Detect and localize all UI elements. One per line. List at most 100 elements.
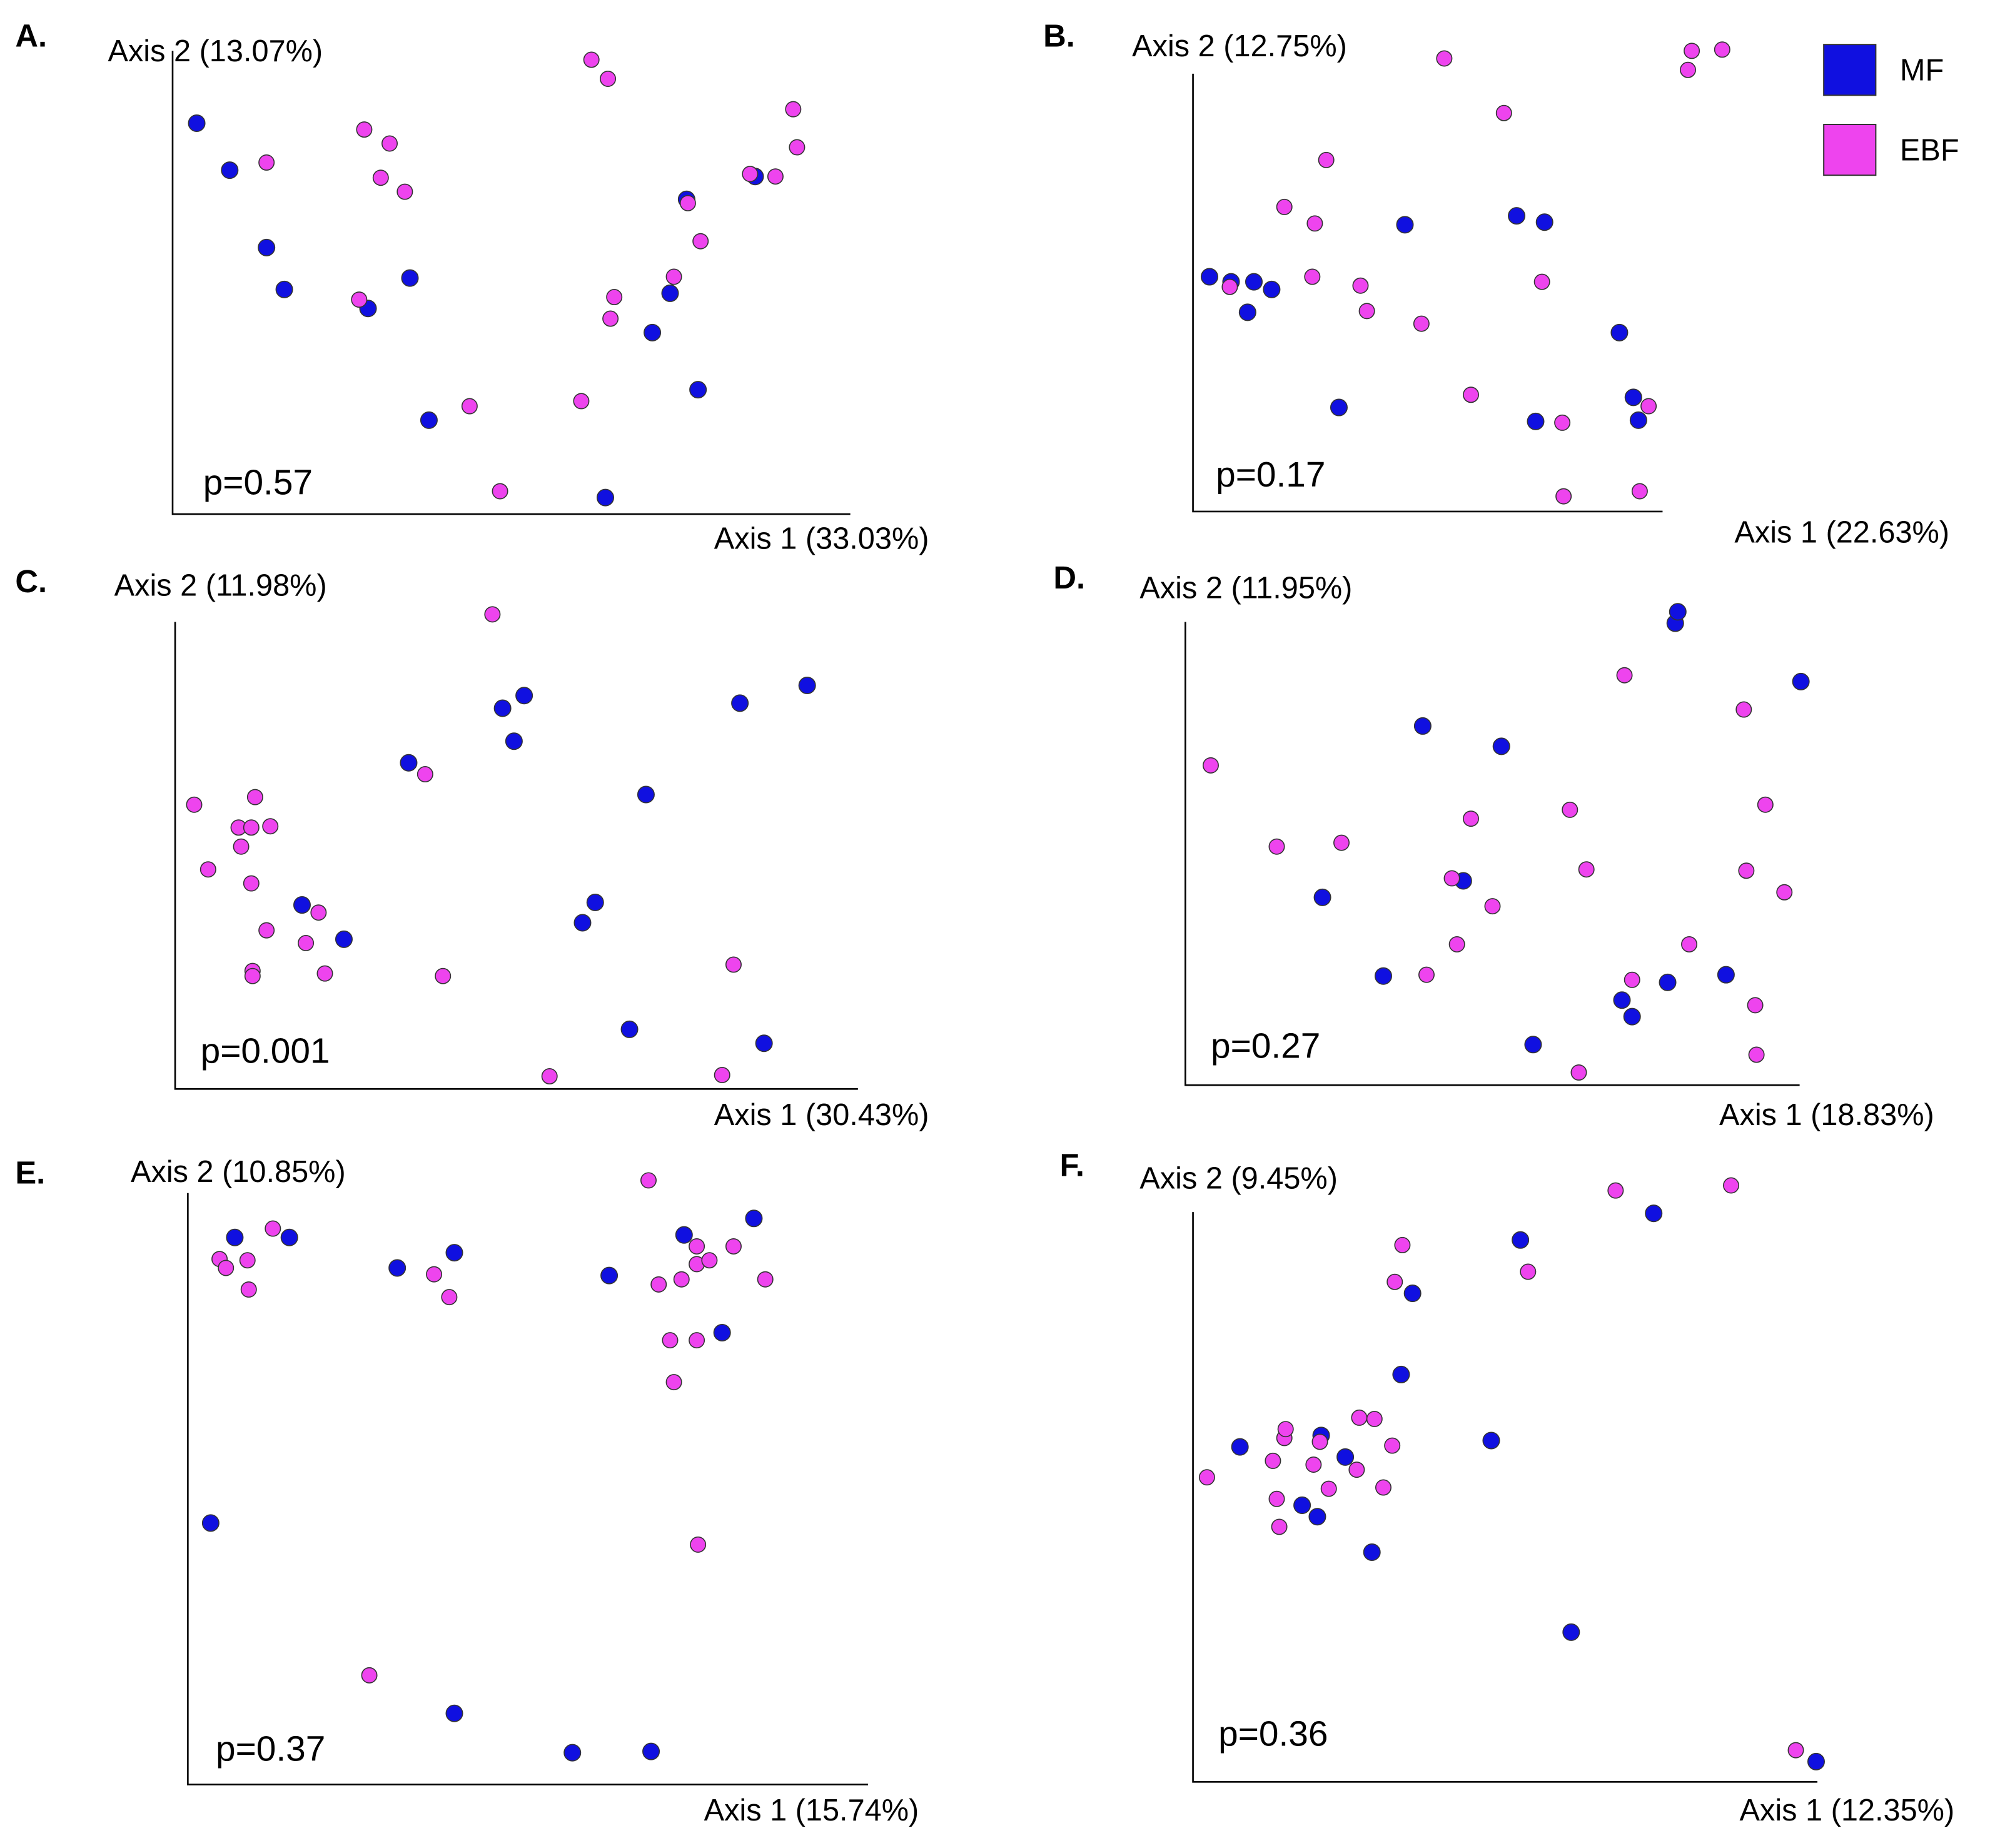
point bbox=[692, 233, 709, 250]
point bbox=[1271, 1518, 1288, 1535]
axes bbox=[174, 622, 858, 1090]
point bbox=[1231, 1438, 1249, 1456]
point bbox=[1748, 1046, 1765, 1063]
point bbox=[1578, 861, 1595, 878]
axes bbox=[1192, 1212, 1818, 1783]
legend-swatch bbox=[1823, 124, 1877, 176]
point bbox=[662, 1332, 679, 1349]
point bbox=[1311, 1433, 1328, 1450]
p-value: p=0.37 bbox=[216, 1730, 325, 1769]
point bbox=[767, 168, 784, 185]
point bbox=[1508, 207, 1526, 225]
point bbox=[1659, 973, 1677, 991]
point bbox=[665, 268, 682, 285]
point bbox=[1533, 273, 1550, 290]
point bbox=[1562, 801, 1578, 818]
point bbox=[742, 166, 759, 183]
point bbox=[240, 1281, 257, 1298]
point bbox=[258, 922, 275, 939]
p-value: p=0.57 bbox=[203, 463, 313, 502]
point bbox=[1336, 1448, 1355, 1466]
panel-label: B. bbox=[1043, 18, 1075, 53]
axes bbox=[1192, 73, 1663, 513]
point bbox=[293, 896, 311, 914]
point bbox=[1198, 1469, 1215, 1486]
point bbox=[1306, 215, 1323, 232]
point bbox=[484, 606, 501, 623]
point bbox=[1386, 1273, 1403, 1290]
point bbox=[1463, 386, 1479, 403]
point bbox=[218, 1260, 235, 1276]
axes bbox=[171, 51, 851, 515]
point bbox=[1263, 280, 1281, 298]
point bbox=[1413, 717, 1432, 735]
point bbox=[356, 121, 373, 138]
y-axis-label: Axis 2 (11.98%) bbox=[114, 569, 327, 603]
point bbox=[1265, 1452, 1281, 1469]
point bbox=[1276, 198, 1293, 215]
legend-label: EBF bbox=[1900, 134, 1959, 168]
point bbox=[1669, 603, 1687, 621]
point bbox=[233, 838, 250, 855]
point bbox=[1623, 1007, 1641, 1026]
point bbox=[1320, 1480, 1337, 1497]
point bbox=[640, 1172, 657, 1189]
point bbox=[1436, 50, 1453, 67]
point bbox=[186, 796, 203, 813]
point bbox=[1202, 757, 1219, 774]
point bbox=[1245, 273, 1263, 291]
point bbox=[1352, 277, 1369, 294]
point bbox=[665, 1374, 682, 1391]
point bbox=[243, 819, 260, 836]
point bbox=[644, 323, 662, 341]
point bbox=[1463, 810, 1479, 827]
point bbox=[1443, 870, 1460, 887]
axes bbox=[1184, 622, 1800, 1086]
point bbox=[1747, 997, 1764, 1014]
point bbox=[1562, 1623, 1580, 1641]
point bbox=[583, 51, 600, 68]
point bbox=[1492, 737, 1510, 755]
point bbox=[1238, 303, 1256, 321]
point bbox=[1807, 1752, 1825, 1770]
point bbox=[1607, 1182, 1624, 1199]
point bbox=[1776, 884, 1793, 901]
point bbox=[1629, 411, 1647, 429]
point bbox=[563, 1744, 582, 1762]
point bbox=[713, 1323, 731, 1341]
point bbox=[789, 139, 806, 156]
point bbox=[1757, 796, 1774, 813]
y-axis-label: Axis 2 (11.95%) bbox=[1139, 572, 1352, 605]
point bbox=[1484, 898, 1501, 915]
point bbox=[239, 1252, 256, 1269]
point bbox=[1268, 1490, 1285, 1507]
point bbox=[745, 1209, 763, 1228]
point bbox=[188, 114, 206, 132]
point bbox=[1735, 701, 1752, 718]
x-axis-label: Axis 1 (22.63%) bbox=[1734, 515, 1949, 549]
point bbox=[642, 1742, 660, 1760]
y-axis-label: Axis 2 (12.75%) bbox=[1132, 29, 1347, 63]
point bbox=[1333, 834, 1350, 851]
point bbox=[1787, 1742, 1804, 1759]
point bbox=[650, 1276, 667, 1293]
point bbox=[441, 1289, 458, 1306]
point bbox=[600, 1266, 619, 1285]
point bbox=[262, 818, 279, 835]
point bbox=[675, 1226, 693, 1244]
point bbox=[1482, 1431, 1500, 1450]
point bbox=[596, 488, 614, 507]
point bbox=[1394, 1236, 1411, 1253]
point bbox=[298, 934, 315, 951]
point bbox=[493, 699, 512, 717]
point bbox=[310, 904, 327, 921]
point bbox=[1375, 1479, 1391, 1496]
point bbox=[798, 676, 816, 694]
point bbox=[372, 169, 389, 186]
point bbox=[573, 393, 590, 410]
point bbox=[396, 183, 413, 200]
x-axis-label: Axis 1 (18.83%) bbox=[1719, 1098, 1934, 1132]
point bbox=[381, 135, 398, 152]
